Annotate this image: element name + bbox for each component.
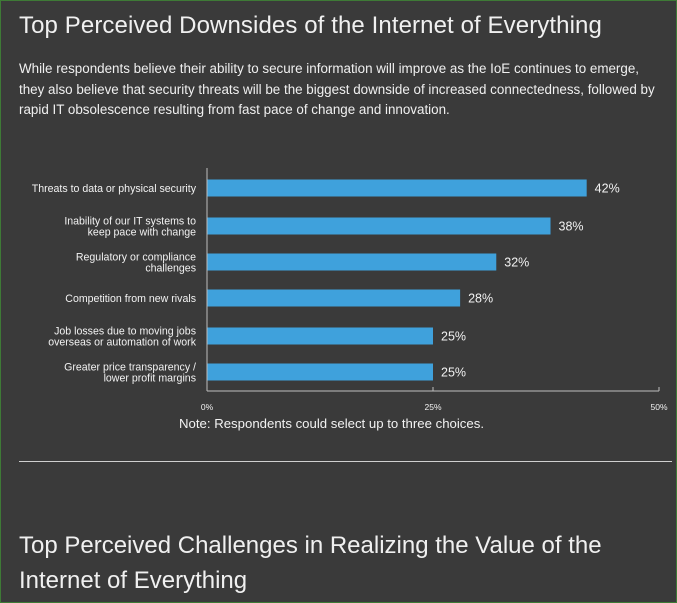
- intro-paragraph: While respondents believe their ability …: [19, 61, 655, 118]
- x-tick-label: 0%: [201, 402, 214, 412]
- category-label: Greater price transparency / lower profit…: [64, 362, 196, 385]
- x-tick-label: 50%: [650, 402, 667, 412]
- bar-value-label: 32%: [504, 256, 529, 270]
- bar-value-label: 25%: [441, 366, 466, 380]
- bar: [207, 217, 551, 235]
- chart-note: Note: Respondents could select up to thr…: [179, 416, 484, 431]
- next-section-title: Top Perceived Challenges in Realizing th…: [19, 532, 602, 594]
- category-label: Competition from new rivals: [65, 293, 196, 305]
- category-label: Job losses due to moving jobs overseas or…: [48, 326, 196, 349]
- bar: [207, 363, 433, 381]
- category-label: Threats to data or physical security: [32, 183, 197, 195]
- bar: [207, 179, 587, 197]
- bar: [207, 289, 461, 307]
- bar: [207, 253, 497, 271]
- bar-value-label: 38%: [559, 220, 584, 234]
- category-label: Regulatory or compliance challenges: [76, 252, 196, 275]
- section-divider: [19, 461, 672, 462]
- category-label: Inability of our IT systems to keep pace …: [64, 216, 196, 239]
- bar-value-label: 25%: [441, 330, 466, 344]
- x-tick-label: 25%: [424, 402, 441, 412]
- bar: [207, 327, 433, 345]
- downsides-bar-chart: Threats to data or physical security Inab…: [32, 168, 668, 412]
- page-title: Top Perceived Downsides of the Internet …: [19, 12, 602, 39]
- bar-value-label: 42%: [595, 182, 620, 196]
- bar-value-label: 28%: [468, 292, 493, 306]
